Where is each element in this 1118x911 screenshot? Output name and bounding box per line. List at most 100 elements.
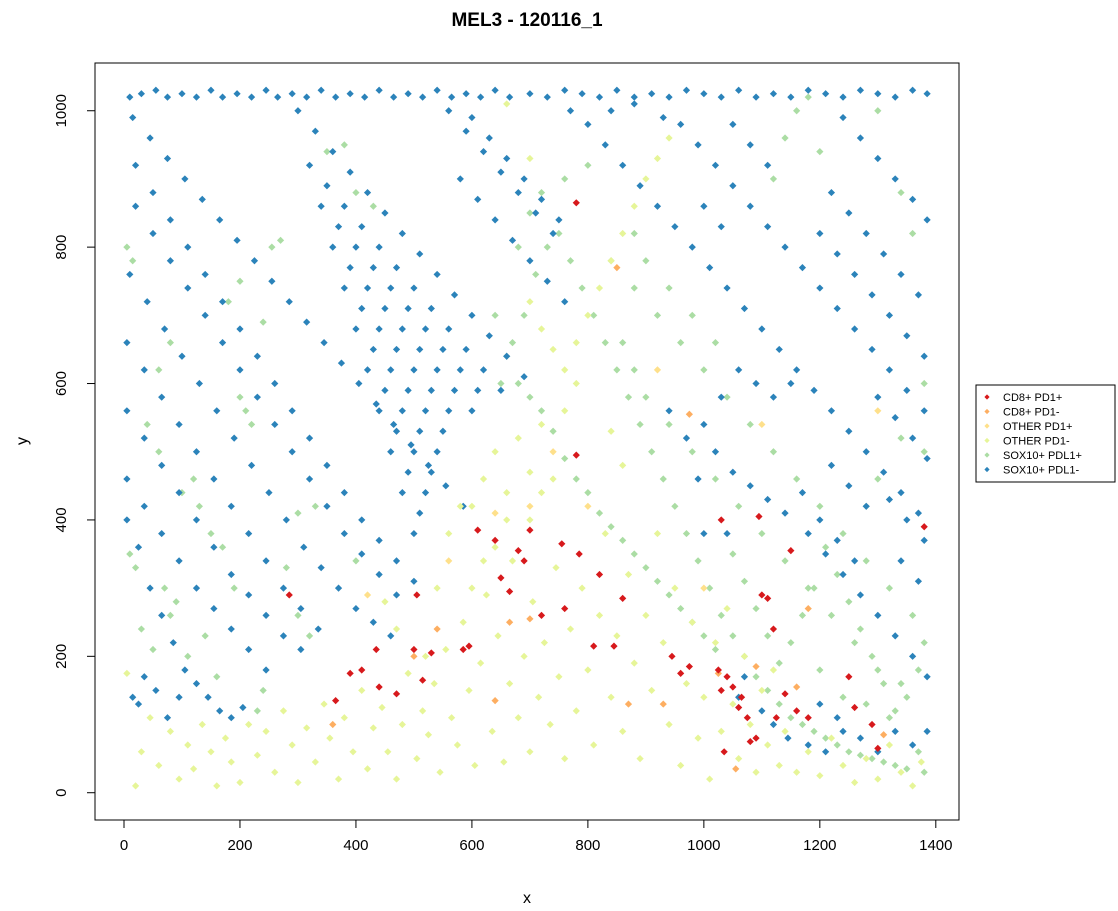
point-sox10-pdl1	[532, 209, 540, 217]
point-other-pd1	[526, 516, 534, 524]
point-sox10-pdl1	[874, 90, 882, 98]
point-sox10-pdl1	[181, 666, 189, 674]
point-sox10-pdl1	[793, 107, 801, 115]
point-cd8-pd1	[668, 652, 676, 660]
point-sox10-pdl1	[839, 727, 847, 735]
point-other-pd1	[279, 707, 288, 715]
point-sox10-pdl1	[192, 680, 201, 688]
point-other-pd1	[595, 611, 604, 620]
point-sox10-pdl1	[636, 182, 644, 190]
point-sox10-pdl1	[798, 611, 807, 620]
point-sox10-pdl1	[233, 90, 241, 98]
point-other-pd1	[700, 693, 708, 701]
point-other-pd1	[421, 652, 430, 660]
point-sox10-pdl1	[862, 229, 870, 238]
point-sox10-pdl1	[497, 386, 505, 394]
point-cd8-pd1	[737, 693, 746, 701]
point-sox10-pdl1	[155, 366, 163, 374]
point-sox10-pdl1	[682, 86, 691, 94]
point-sox10-pdl1	[723, 529, 731, 538]
point-sox10-pdl1	[129, 257, 137, 265]
point-cd8-pd1	[572, 199, 580, 207]
point-other-pd1	[659, 639, 667, 647]
point-sox10-pdl1	[822, 90, 830, 98]
point-sox10-pdl1	[346, 168, 354, 176]
point-sox10-pdl1	[163, 714, 172, 722]
point-sox10-pdl1	[874, 154, 882, 163]
point-sox10-pdl1	[874, 475, 882, 483]
point-sox10-pdl1	[450, 386, 459, 394]
point-other-pd1	[482, 591, 491, 599]
point-sox10-pdl1	[427, 386, 435, 394]
point-sox10-pdl1	[262, 666, 270, 674]
point-sox10-pdl1	[491, 311, 499, 319]
point-sox10-pdl1	[361, 93, 369, 101]
point-sox10-pdl1	[920, 639, 928, 647]
point-cd8-pd1	[769, 625, 778, 633]
point-sox10-pdl1	[506, 93, 514, 101]
point-other-pd1	[729, 700, 737, 708]
point-sox10-pdl1	[735, 502, 743, 510]
point-other-pd1	[500, 758, 508, 766]
point-other-pd1	[665, 720, 673, 729]
legend-marker	[984, 408, 990, 415]
point-sox10-pdl1	[166, 339, 174, 347]
point-other-pd1	[503, 489, 511, 497]
point-sox10-pdl1	[642, 257, 650, 265]
point-sox10-pdl1	[784, 734, 792, 742]
point-sox10-pdl1	[706, 263, 714, 272]
point-sox10-pdl1	[653, 311, 662, 319]
point-sox10-pdl1	[520, 373, 528, 381]
point-other-pd1	[288, 741, 296, 749]
y-tick-label: 800	[53, 235, 70, 260]
point-cd8-pd1	[491, 697, 499, 705]
point-other-pd1	[491, 543, 499, 551]
point-sox10-pdl1	[445, 325, 453, 333]
point-sox10-pdl1	[526, 209, 534, 217]
point-sox10-pdl1	[520, 311, 528, 319]
point-sox10-pdl1	[158, 393, 166, 401]
point-other-pd1	[917, 758, 925, 766]
point-sox10-pdl1	[764, 495, 772, 504]
point-sox10-pdl1	[178, 352, 186, 360]
point-sox10-pdl1	[613, 366, 621, 374]
point-sox10-pdl1	[909, 86, 917, 94]
point-sox10-pdl1	[920, 379, 928, 388]
point-sox10-pdl1	[131, 202, 140, 210]
point-sox10-pdl1	[358, 550, 366, 558]
point-sox10-pdl1	[363, 188, 372, 197]
point-cd8-pd1	[613, 263, 621, 272]
point-sox10-pdl1	[862, 448, 870, 456]
point-sox10-pdl1	[479, 366, 488, 374]
point-sox10-pdl1	[416, 509, 424, 517]
point-sox10-pdl1	[688, 243, 696, 251]
point-other-pd1	[584, 311, 592, 319]
point-sox10-pdl1	[839, 529, 847, 538]
point-sox10-pdl1	[543, 243, 551, 251]
point-sox10-pdl1	[514, 379, 522, 388]
point-other-pd1	[549, 475, 557, 483]
point-cd8-pd1	[497, 574, 505, 582]
point-sox10-pdl1	[903, 765, 911, 773]
point-sox10-pdl1	[421, 489, 430, 497]
point-other-pd1	[445, 557, 453, 565]
point-sox10-pdl1	[450, 291, 459, 299]
point-other-pd1	[578, 584, 586, 592]
point-sox10-pdl1	[201, 632, 209, 640]
point-sox10-pdl1	[392, 591, 401, 599]
point-sox10-pdl1	[247, 420, 256, 429]
point-sox10-pdl1	[903, 516, 911, 524]
point-sox10-pdl1	[140, 366, 148, 374]
point-other-pd1	[459, 618, 467, 626]
point-cd8-pd1	[804, 604, 812, 613]
point-sox10-pdl1	[677, 339, 685, 347]
point-sox10-pdl1	[285, 298, 293, 306]
point-cd8-pd1	[685, 662, 693, 671]
point-sox10-pdl1	[192, 584, 201, 592]
point-other-pd1	[706, 775, 714, 783]
point-sox10-pdl1	[149, 188, 157, 197]
point-other-pd1	[781, 727, 789, 735]
point-sox10-pdl1	[134, 700, 143, 708]
point-sox10-pdl1	[833, 304, 841, 313]
point-sox10-pdl1	[601, 339, 609, 347]
